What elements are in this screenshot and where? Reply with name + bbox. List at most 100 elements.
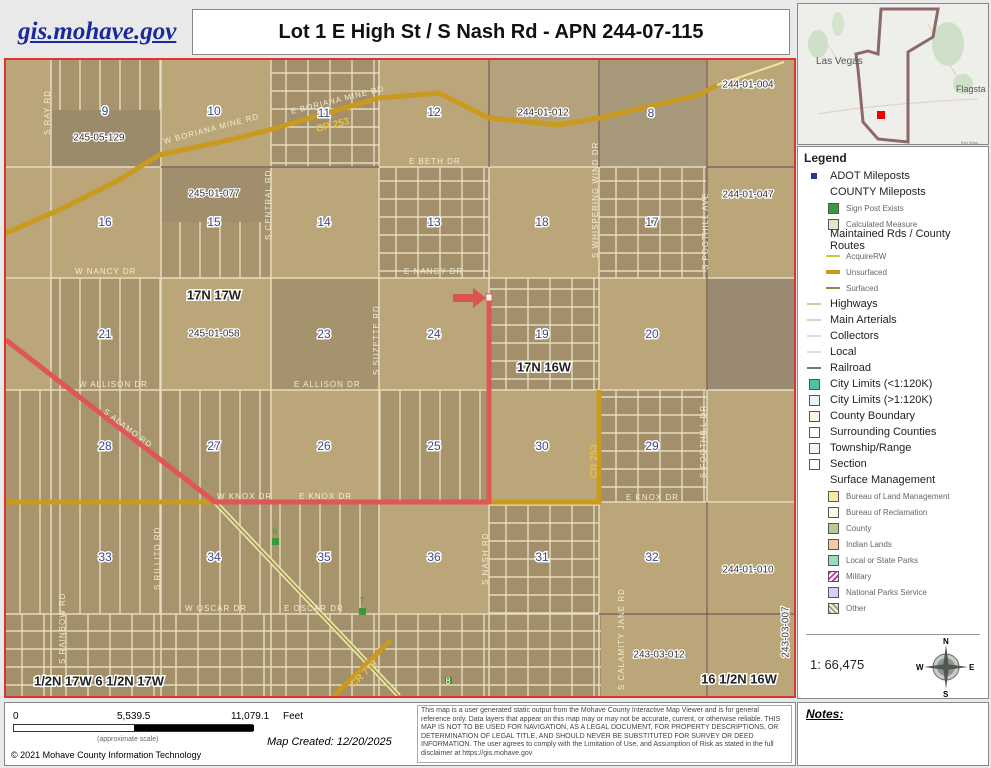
legend-item-label: AcquireRW (846, 251, 887, 261)
compass-n: N (943, 637, 949, 646)
legend-swatch-icon (804, 335, 824, 337)
road-label: E ALLISON DR (294, 380, 361, 389)
legend-item: County Boundary (804, 408, 988, 424)
overview-map: Las Vegas Flagsta Esri Wom (797, 3, 989, 145)
unsurfaced-route (6, 390, 602, 505)
location-arrow-icon (453, 288, 486, 308)
scale-tick: 0 (13, 711, 19, 722)
road-label: S RAINBOW RD (58, 592, 67, 664)
road-label: S NASH RD (481, 532, 490, 585)
legend-item: COUNTY Mileposts (804, 184, 988, 200)
road-label: E OSCAR DR (284, 604, 344, 613)
parcel-label: 243-03-012 (633, 650, 685, 661)
parcel-label: 245-01-077 (188, 189, 240, 200)
legend-item-label: Military (846, 571, 872, 581)
footer-panel: 0 5,539.5 11,079.1 Feet (approximate sca… (4, 702, 796, 766)
section-label: 28 (98, 439, 112, 453)
legend-swatch-icon (804, 378, 824, 390)
legend-item: Calculated Measure (804, 216, 988, 232)
legend-item: Surface Management (804, 472, 988, 488)
legend-panel: Legend ADOT Mileposts COUNTY Mileposts Sig… (797, 146, 989, 699)
township-label: 17N 17W (187, 287, 242, 302)
scale-bar (13, 724, 254, 732)
scale-tick: 11,079.1 (231, 711, 270, 722)
legend-swatch-icon (804, 303, 824, 305)
legend-item: Sign Post Exists (804, 200, 988, 216)
legend-item-label: Surface Management (830, 474, 936, 486)
section-label: 11 (318, 106, 331, 120)
section-label: 24 (427, 327, 441, 341)
legend-swatch-icon (804, 319, 824, 321)
section-label: 9 (102, 104, 109, 118)
road-label: S RAY RD (43, 90, 52, 135)
legend-item: Surfaced (804, 280, 988, 296)
legend-item: Highways (804, 296, 988, 312)
legend-swatch-icon (826, 218, 840, 230)
map-created-date: Map Created: 12/20/2025 (267, 736, 392, 748)
legend-item-label: Collectors (830, 330, 879, 342)
road-label: E KNOX DR (626, 493, 679, 502)
section-label: 8 (648, 106, 655, 120)
section-label: 34 (207, 550, 221, 564)
section-label: 13 (427, 215, 441, 229)
inset-attribution: Esri Wom (961, 140, 979, 145)
legend-item-label: Bureau of Reclamation (846, 507, 928, 517)
legend-swatch-icon (804, 442, 824, 454)
parcel-label: 243-03-007 (781, 606, 792, 658)
parcel-label: 244-01-012 (517, 108, 569, 119)
road-label: S RILLITO RD (153, 527, 162, 590)
road-label: W OSCAR DR (185, 604, 247, 613)
legend-item-label: Unsurfaced (846, 267, 887, 277)
legend-item-label: Indian Lands (846, 539, 892, 549)
legend-swatch-icon (826, 522, 840, 534)
road-label: S CENTRAL RD (264, 170, 273, 240)
legend-swatch-icon (804, 426, 824, 438)
compass-rose-icon: N S E W (916, 637, 975, 697)
site-link[interactable]: gis.mohave.gov (18, 18, 177, 45)
section-label: 20 (645, 327, 659, 341)
legend-swatch-icon (826, 570, 840, 582)
legend-swatch-icon (804, 367, 824, 369)
parcel-label: 244-01-010 (722, 565, 774, 576)
legend-item-label: Local (830, 346, 857, 358)
legend-swatch-icon (826, 270, 840, 274)
road-label: W KNOX DR (217, 492, 272, 501)
legend-item-label: Surrounding Counties (830, 426, 937, 438)
route-red (6, 298, 492, 505)
legend-swatch-icon (804, 351, 824, 353)
legend-swatch-icon (826, 287, 840, 289)
section-label: 31 (535, 550, 549, 564)
legend-item: Township/Range (804, 440, 988, 456)
legend-item: County (804, 520, 988, 536)
legend-swatch-icon (804, 458, 824, 470)
township-label: 1/2N 17W 6 1/2N 17W (34, 673, 165, 688)
boriana-mine-road (6, 82, 719, 236)
legend-swatch-icon (804, 394, 824, 406)
section-label: 29 (645, 439, 659, 453)
legend-item-label: ADOT Mileposts (830, 170, 910, 182)
road-label: S WHISPERING WIND DR (591, 142, 600, 258)
legend-item-label: Bureau of Land Management (846, 491, 950, 501)
road-label: CR 253 (589, 444, 600, 478)
notes-panel: Notes: (797, 702, 989, 766)
legend-item-label: COUNTY Mileposts (830, 186, 926, 198)
section-label: 12 (427, 105, 441, 119)
legend-swatch-icon (826, 602, 840, 614)
legend-item-label: Calculated Measure (846, 219, 918, 229)
notes-label: Notes: (806, 707, 844, 721)
legend-item: Main Arterials (804, 312, 988, 328)
legend-item: Other (804, 600, 988, 616)
legend-swatch-icon (826, 255, 840, 257)
section-label: 32 (645, 550, 659, 564)
legend-item: Maintained Rds / County Routes (804, 228, 988, 252)
legend-item: Unsurfaced (804, 264, 988, 280)
section-label: 33 (98, 550, 112, 564)
legend-item: Collectors (804, 328, 988, 344)
road-label: E BETH DR (409, 157, 461, 166)
legend-title: Legend (804, 151, 847, 165)
map-view[interactable]: 6 7 8 9 10 11 12 8 16 15 14 13 18 17 21 … (4, 58, 796, 698)
legend-swatch-icon (826, 202, 840, 214)
legend-item-label: Main Arterials (830, 314, 897, 326)
legend-item: Local or State Parks (804, 552, 988, 568)
legend-item-label: Local or State Parks (846, 555, 919, 565)
